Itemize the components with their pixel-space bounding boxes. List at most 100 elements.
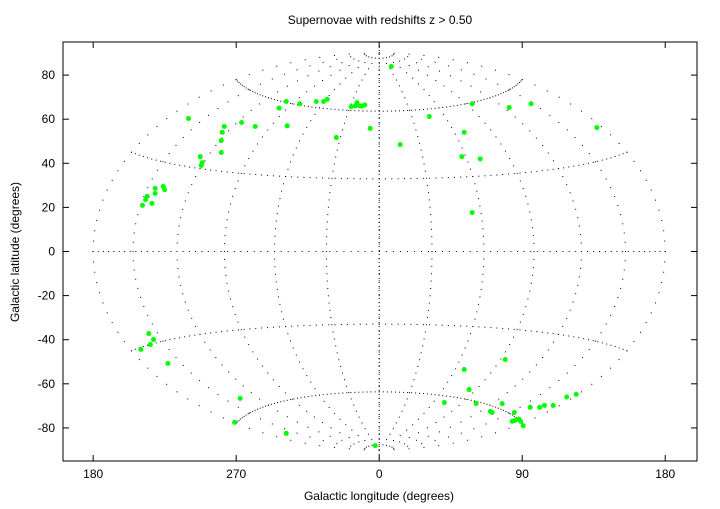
grid-dot xyxy=(330,427,332,429)
grid-dot xyxy=(443,416,445,418)
grid-dot xyxy=(338,359,340,361)
grid-dot xyxy=(434,251,436,252)
grid-dot xyxy=(410,323,412,325)
grid-dot xyxy=(147,314,149,316)
grid-dot xyxy=(423,89,425,91)
grid-dot xyxy=(531,274,533,276)
grid-dot xyxy=(363,52,365,54)
grid-dot xyxy=(654,199,656,201)
grid-dot xyxy=(357,251,359,252)
grid-dot xyxy=(484,175,486,177)
grid-dot xyxy=(489,404,491,406)
grid-dot xyxy=(267,97,269,99)
grid-dot xyxy=(221,170,223,172)
grid-dot xyxy=(464,154,466,156)
grid-dot xyxy=(469,333,471,335)
x-tick-label: 180 xyxy=(655,467,675,481)
grid-dot xyxy=(328,302,330,304)
grid-dot xyxy=(617,296,619,298)
grid-dot xyxy=(350,398,352,400)
grid-dot xyxy=(325,251,327,252)
grid-dot xyxy=(358,85,360,87)
grid-dot xyxy=(430,214,432,216)
grid-dot xyxy=(483,402,485,404)
grid-dot xyxy=(495,432,497,434)
grid-dot xyxy=(241,417,243,419)
grid-dot xyxy=(274,243,276,245)
grid-dot xyxy=(286,85,288,87)
grid-dot xyxy=(368,445,370,447)
grid-dot xyxy=(378,273,380,275)
grid-dot xyxy=(435,421,437,423)
data-point xyxy=(459,154,465,160)
grid-dot xyxy=(438,107,440,109)
grid-dot xyxy=(525,306,527,308)
grid-dot xyxy=(442,395,444,397)
grid-dot xyxy=(476,251,478,252)
data-point xyxy=(276,105,282,111)
grid-dot xyxy=(169,162,171,164)
y-tick-label: 0 xyxy=(48,245,55,259)
grid-dot xyxy=(583,338,585,340)
grid-dot xyxy=(267,404,269,406)
grid-dot xyxy=(449,396,451,398)
grid-dot xyxy=(378,164,380,166)
grid-dot xyxy=(334,108,336,110)
grid-dot xyxy=(311,395,313,397)
grid-dot xyxy=(142,346,144,348)
grid-dot xyxy=(330,74,332,76)
grid-dot xyxy=(409,109,411,111)
grid-dot xyxy=(240,251,242,252)
grid-dot xyxy=(348,448,350,450)
grid-dot xyxy=(283,400,285,402)
grid-dot xyxy=(156,169,158,171)
grid-dot xyxy=(262,406,264,408)
grid-dot xyxy=(334,177,336,179)
grid-dot xyxy=(180,217,182,219)
grid-dot xyxy=(276,99,278,101)
grid-dot xyxy=(431,251,433,252)
data-point xyxy=(324,96,330,102)
grid-dot xyxy=(363,449,365,451)
grid-dot xyxy=(392,251,394,252)
grid-dot xyxy=(484,379,486,381)
grid-dot xyxy=(378,415,380,417)
grid-dot xyxy=(164,161,166,163)
grid-dot xyxy=(378,444,380,446)
grid-dot xyxy=(330,317,332,319)
grid-dot xyxy=(233,251,235,252)
grid-dot xyxy=(495,136,497,138)
grid-dot xyxy=(453,176,455,178)
grid-dot xyxy=(406,251,408,252)
grid-dot xyxy=(232,172,234,174)
grid-dot xyxy=(261,327,263,329)
grid-dot xyxy=(413,122,415,124)
grid-dot xyxy=(217,394,219,396)
grid-dot xyxy=(535,137,537,139)
grid-dot xyxy=(133,269,135,271)
grid-dot xyxy=(240,418,242,420)
grid-dot xyxy=(543,251,545,252)
grid-dot xyxy=(378,117,380,119)
grid-dot xyxy=(391,446,393,448)
grid-dot xyxy=(237,421,239,423)
grid-dot xyxy=(529,400,531,402)
grid-dot xyxy=(654,251,656,252)
grid-dot xyxy=(519,172,521,174)
grid-dot xyxy=(415,372,417,374)
grid-dot xyxy=(639,170,641,172)
grid-dot xyxy=(420,352,422,354)
grid-dot xyxy=(452,59,454,61)
grid-dot xyxy=(201,251,203,252)
grid-dot xyxy=(514,116,516,118)
data-point xyxy=(541,402,547,408)
grid-dot xyxy=(318,70,320,72)
grid-dot xyxy=(255,327,257,329)
grid-dot xyxy=(290,399,292,401)
grid-dot xyxy=(97,251,99,252)
grid-dot xyxy=(309,177,311,179)
grid-dot xyxy=(267,129,269,131)
grid-dot xyxy=(419,359,421,361)
grid-dot xyxy=(581,144,583,146)
grid-dot xyxy=(285,326,287,328)
